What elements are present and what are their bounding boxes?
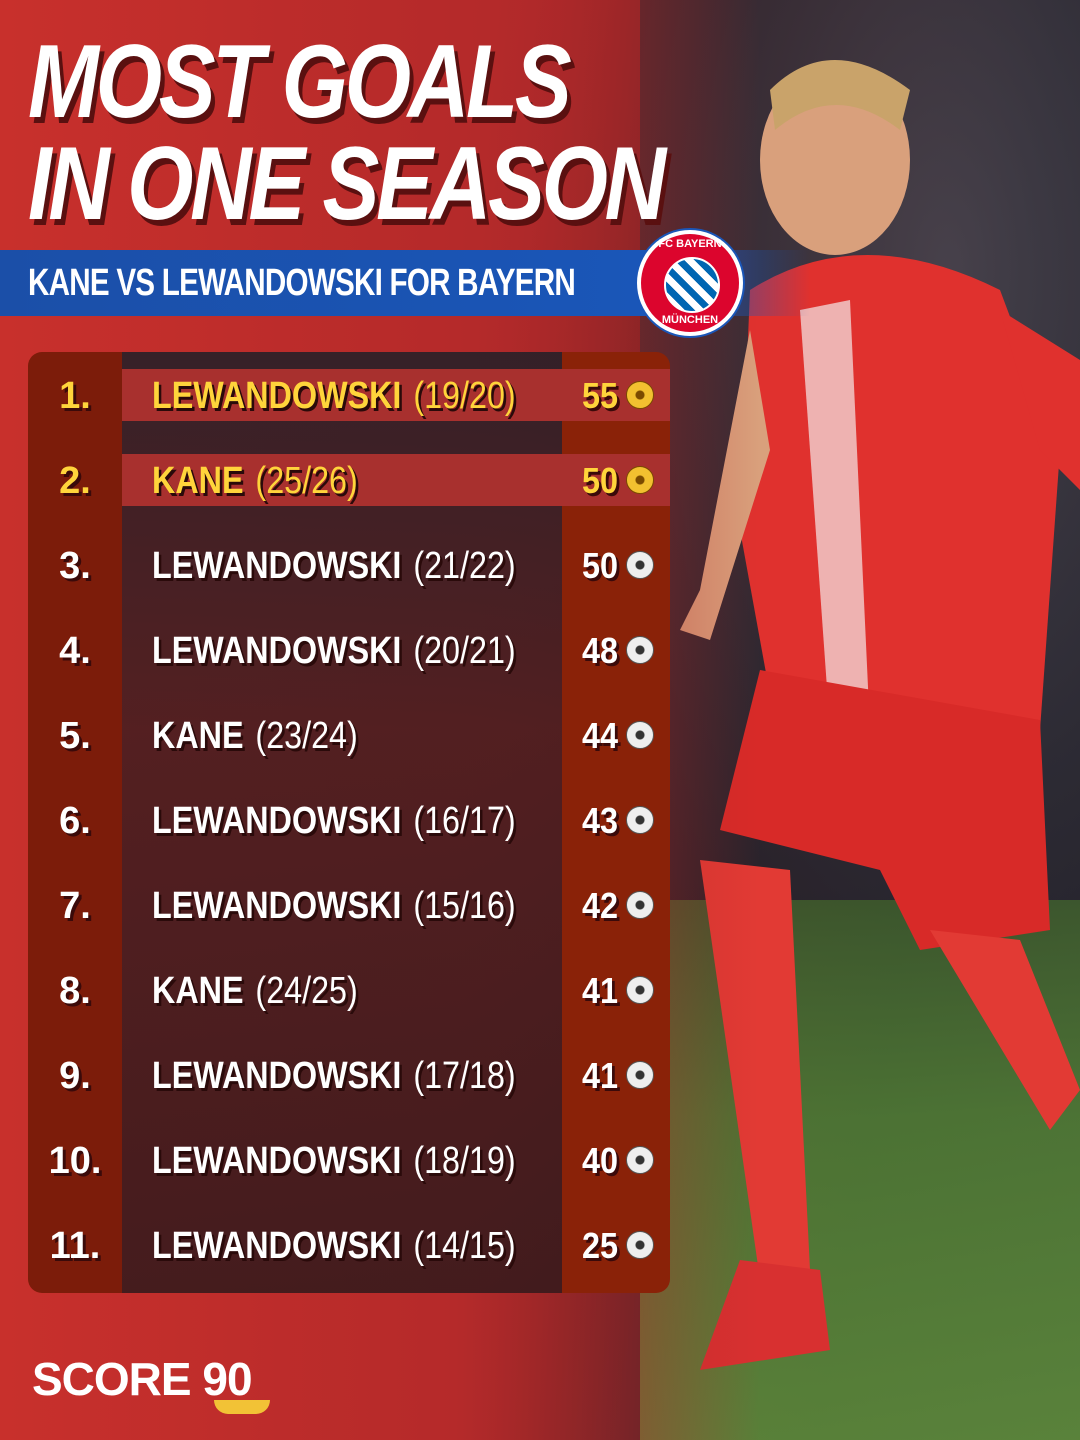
football-icon xyxy=(626,1231,654,1259)
rank: 2. xyxy=(59,460,91,502)
rank: 8. xyxy=(59,970,91,1012)
player-name: LEWANDOWSKI xyxy=(152,375,402,417)
goals: 55 xyxy=(582,375,619,416)
player-name: LEWANDOWSKI xyxy=(152,1225,402,1267)
rank: 3. xyxy=(59,545,91,587)
player-name-cell: LEWANDOWSKI (14/15) xyxy=(152,1225,516,1268)
player-name-cell: LEWANDOWSKI (19/20) xyxy=(152,375,516,418)
season: (17/18) xyxy=(413,1055,516,1097)
table-row: 11. LEWANDOWSKI (14/15) 25 xyxy=(28,1219,670,1271)
player-name-cell: KANE (24/25) xyxy=(152,970,358,1013)
goals: 43 xyxy=(582,800,619,841)
football-icon xyxy=(626,466,654,494)
highlight-bar xyxy=(122,369,670,421)
fc-bayern-badge-icon: FC BAYERN MÜNCHEN xyxy=(637,230,743,336)
rank: 4. xyxy=(59,630,91,672)
rank: 9. xyxy=(59,1055,91,1097)
goals: 44 xyxy=(582,715,619,756)
badge-bottom-text: MÜNCHEN xyxy=(661,314,719,326)
season: (24/25) xyxy=(255,970,358,1012)
highlight-bar xyxy=(122,454,670,506)
player-name-cell: LEWANDOWSKI (16/17) xyxy=(152,800,516,843)
football-icon xyxy=(626,1061,654,1089)
player-name: KANE xyxy=(152,460,244,502)
player-name-cell: LEWANDOWSKI (15/16) xyxy=(152,885,516,928)
rank: 10. xyxy=(48,1140,102,1182)
goals: 41 xyxy=(582,1055,619,1096)
season: (21/22) xyxy=(413,545,516,587)
football-icon xyxy=(626,891,654,919)
table-row: 4. LEWANDOWSKI (20/21) 48 xyxy=(28,624,670,676)
player-name: LEWANDOWSKI xyxy=(152,800,402,842)
rank: 6. xyxy=(59,800,91,842)
player-name-cell: LEWANDOWSKI (20/21) xyxy=(152,630,516,673)
season: (18/19) xyxy=(413,1140,516,1182)
player-name: LEWANDOWSKI xyxy=(152,1140,402,1182)
rank: 11. xyxy=(49,1225,101,1267)
table-row: 2. KANE (25/26) 50 xyxy=(28,454,670,506)
player-name-cell: KANE (25/26) xyxy=(152,460,358,503)
season: (19/20) xyxy=(413,375,516,417)
badge-top-text: FC BAYERN xyxy=(658,238,722,250)
player-name: LEWANDOWSKI xyxy=(152,545,402,587)
table-row: 7. LEWANDOWSKI (15/16) 42 xyxy=(28,879,670,931)
rank-column xyxy=(28,352,122,1293)
rank: 5. xyxy=(59,715,91,757)
season: (20/21) xyxy=(413,630,516,672)
player-name: LEWANDOWSKI xyxy=(152,885,402,927)
season: (23/24) xyxy=(255,715,358,757)
player-name: KANE xyxy=(152,715,244,757)
goals: 42 xyxy=(582,885,619,926)
player-name-cell: LEWANDOWSKI (21/22) xyxy=(152,545,516,588)
goals-table: 1. LEWANDOWSKI (19/20) 55 2. KANE (25/26) 50 3. L… xyxy=(28,352,670,1293)
goals: 40 xyxy=(582,1140,619,1181)
player-name-cell: LEWANDOWSKI (17/18) xyxy=(152,1055,516,1098)
season: (15/16) xyxy=(413,885,516,927)
player-column xyxy=(122,352,562,1293)
table-row: 6. LEWANDOWSKI (16/17) 43 xyxy=(28,794,670,846)
table-row: 9. LEWANDOWSKI (17/18) 41 xyxy=(28,1049,670,1101)
goals: 50 xyxy=(582,460,619,501)
table-row: 5. KANE (23/24) 44 xyxy=(28,709,670,761)
table-row: 3. LEWANDOWSKI (21/22) 50 xyxy=(28,539,670,591)
table-row: 8. KANE (24/25) 41 xyxy=(28,964,670,1016)
rank: 1. xyxy=(59,375,91,417)
title-line-2: IN ONE SEASON xyxy=(28,126,666,242)
player-name: LEWANDOWSKI xyxy=(152,1055,402,1097)
goals: 25 xyxy=(582,1225,619,1266)
rank: 7. xyxy=(59,885,91,927)
table-row: 1. LEWANDOWSKI (19/20) 55 xyxy=(28,369,670,421)
goals: 50 xyxy=(582,545,619,586)
football-icon xyxy=(626,976,654,1004)
subtitle: KANE VS LEWANDOWSKI FOR BAYERN xyxy=(28,262,576,304)
football-icon xyxy=(626,721,654,749)
goals: 41 xyxy=(582,970,619,1011)
football-icon xyxy=(626,1146,654,1174)
brand-logo-smile xyxy=(214,1400,270,1414)
player-name: LEWANDOWSKI xyxy=(152,630,402,672)
title-line-1: MOST GOALS xyxy=(28,24,572,140)
season: (16/17) xyxy=(413,800,516,842)
player-name-cell: KANE (23/24) xyxy=(152,715,358,758)
table-row: 10. LEWANDOWSKI (18/19) 40 xyxy=(28,1134,670,1186)
season: (25/26) xyxy=(255,460,358,502)
football-icon xyxy=(626,636,654,664)
football-icon xyxy=(626,806,654,834)
goals: 48 xyxy=(582,630,619,671)
season: (14/15) xyxy=(413,1225,516,1267)
football-icon xyxy=(626,381,654,409)
player-name-cell: LEWANDOWSKI (18/19) xyxy=(152,1140,516,1183)
football-icon xyxy=(626,551,654,579)
player-name: KANE xyxy=(152,970,244,1012)
brand-logo: SCORE 90 xyxy=(32,1353,253,1405)
